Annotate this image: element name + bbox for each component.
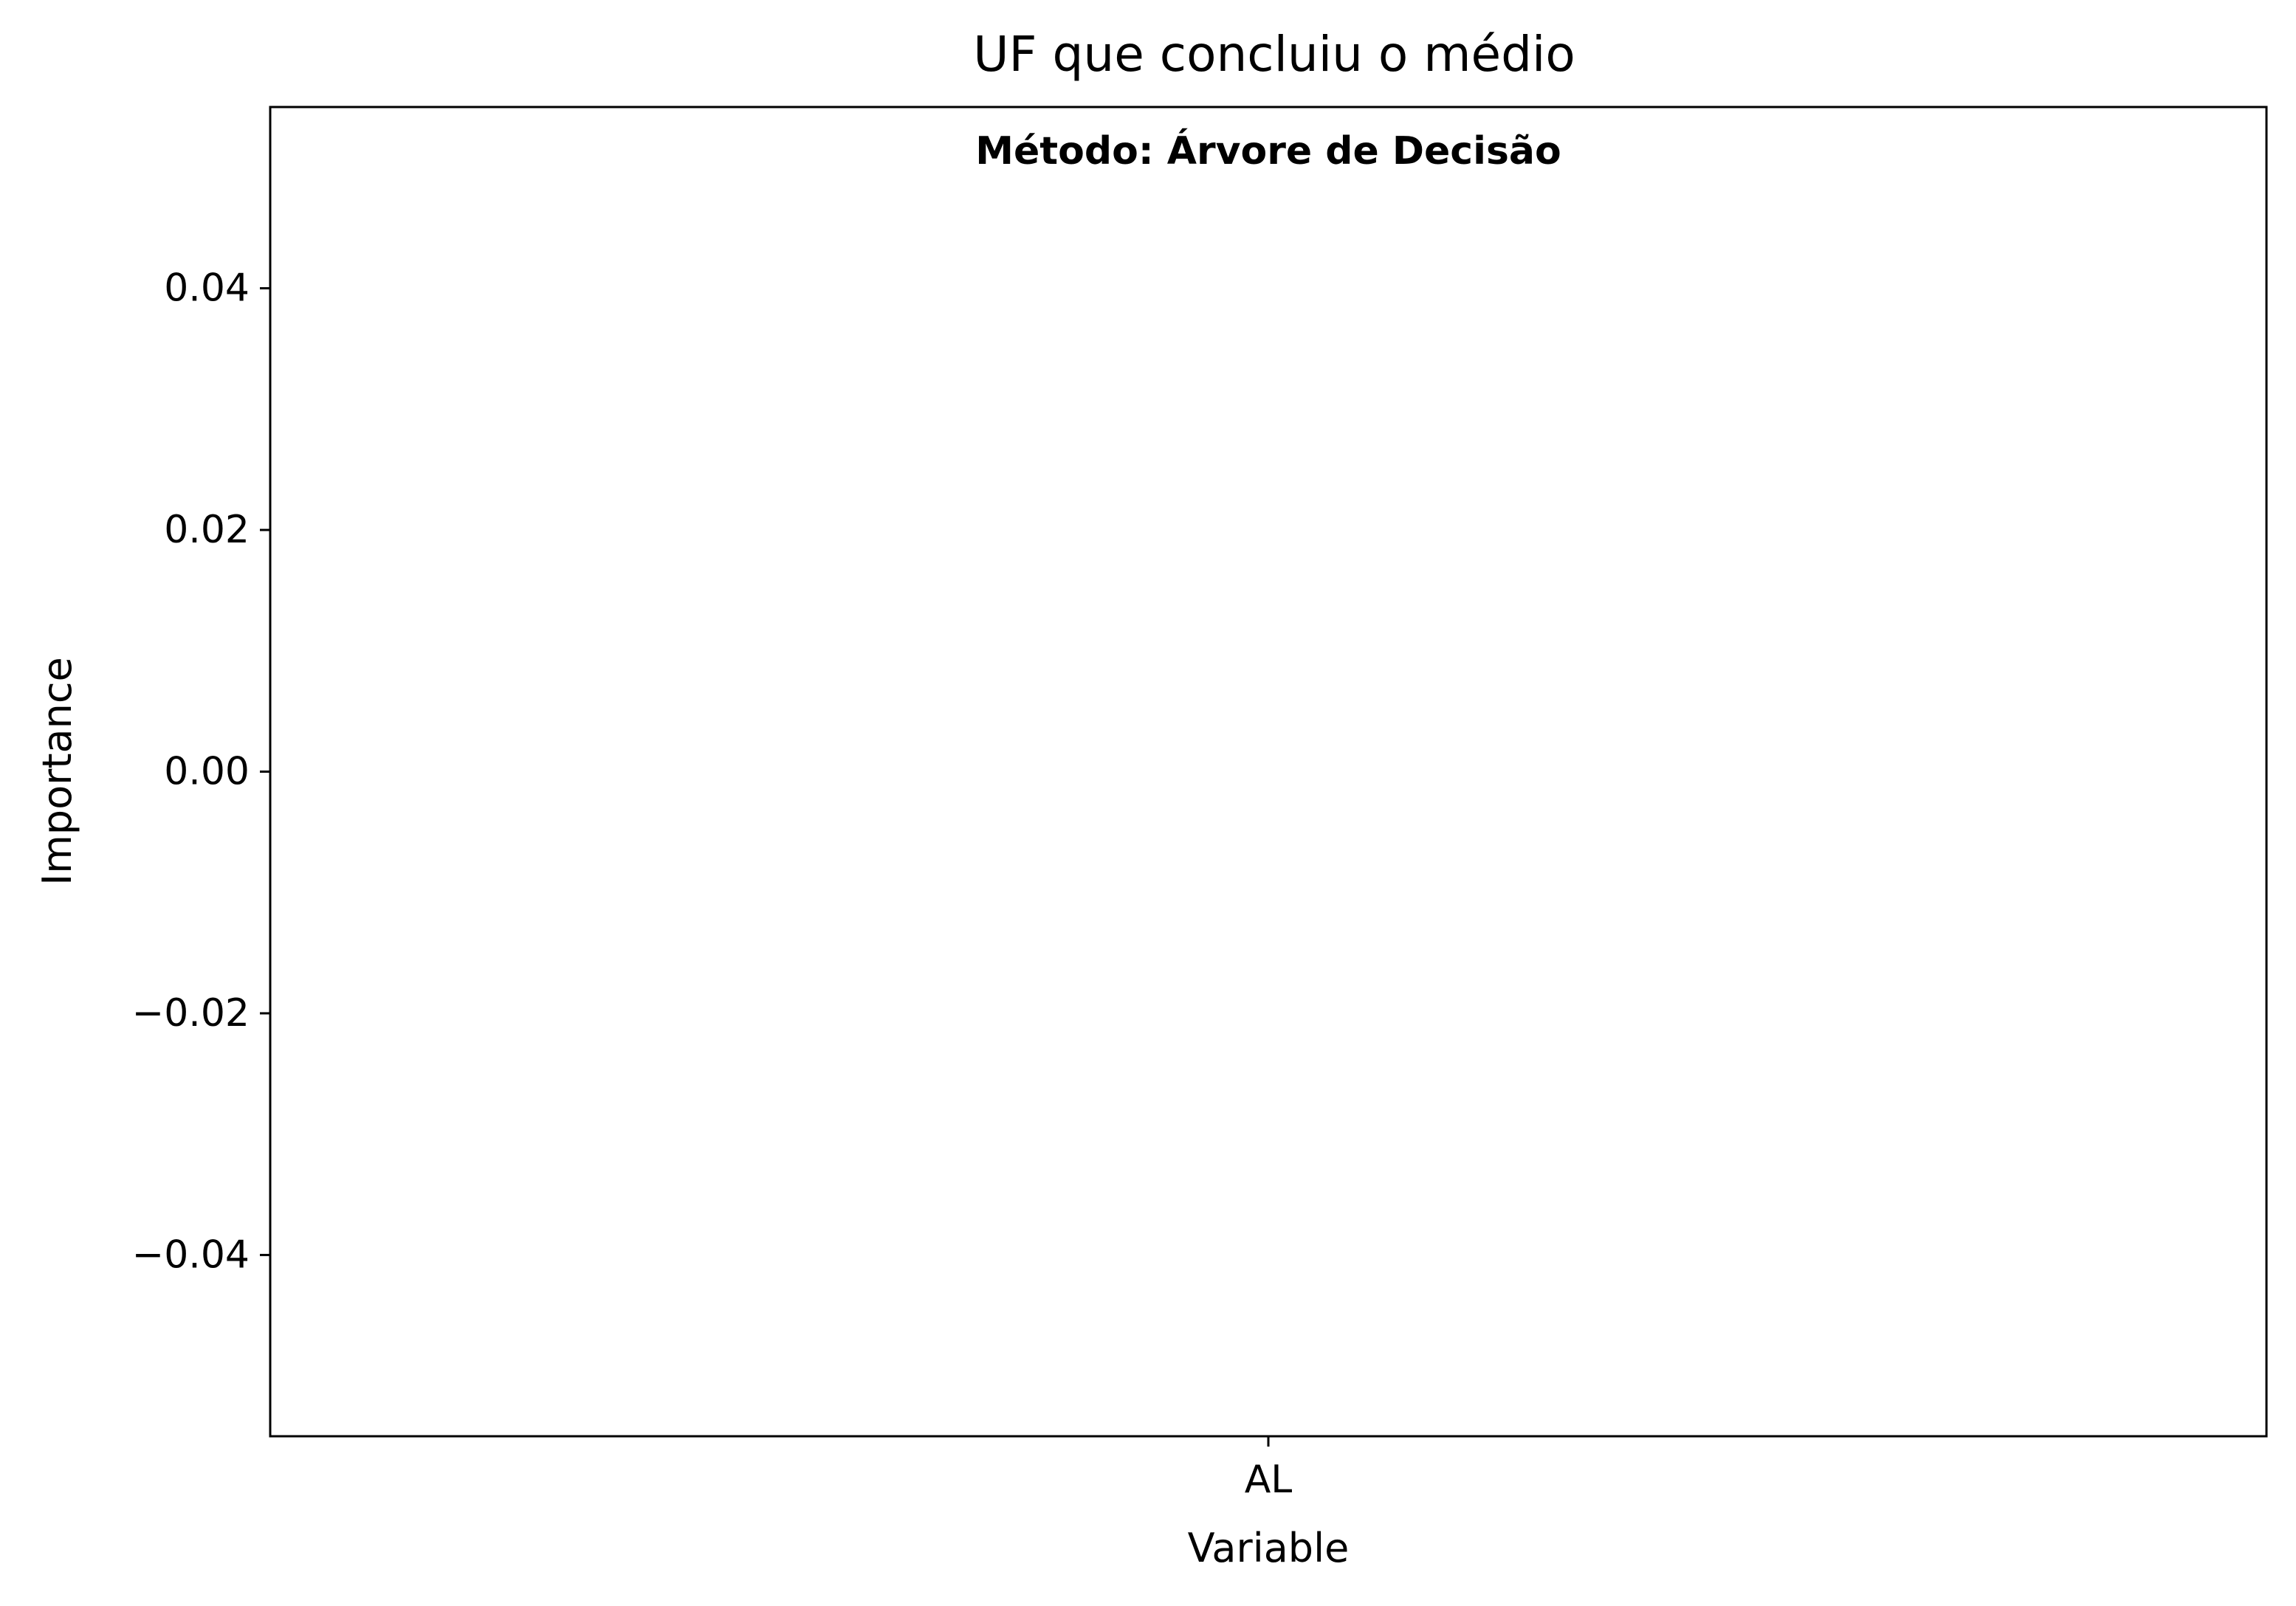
x-tick-label: AL bbox=[1245, 1458, 1293, 1502]
y-tick-label: −0.04 bbox=[132, 1233, 250, 1277]
y-axis-label: Importance bbox=[34, 657, 80, 885]
chart-title: UF que concluiu o médio bbox=[973, 26, 1575, 83]
y-tick-label: 0.02 bbox=[164, 508, 250, 552]
y-tick-label: 0.00 bbox=[164, 750, 250, 794]
y-tick-label: −0.02 bbox=[132, 991, 250, 1035]
y-tick-label: 0.04 bbox=[164, 266, 250, 311]
plot-area-frame bbox=[269, 106, 2268, 1438]
method-annotation: Método: Árvore de Decisão bbox=[975, 128, 1561, 173]
x-axis-ticks: AL bbox=[1245, 1436, 1293, 1502]
x-axis-label: Variable bbox=[1188, 1525, 1350, 1571]
y-axis-ticks: 0.04 0.02 0.00 −0.02 −0.04 bbox=[132, 266, 270, 1277]
